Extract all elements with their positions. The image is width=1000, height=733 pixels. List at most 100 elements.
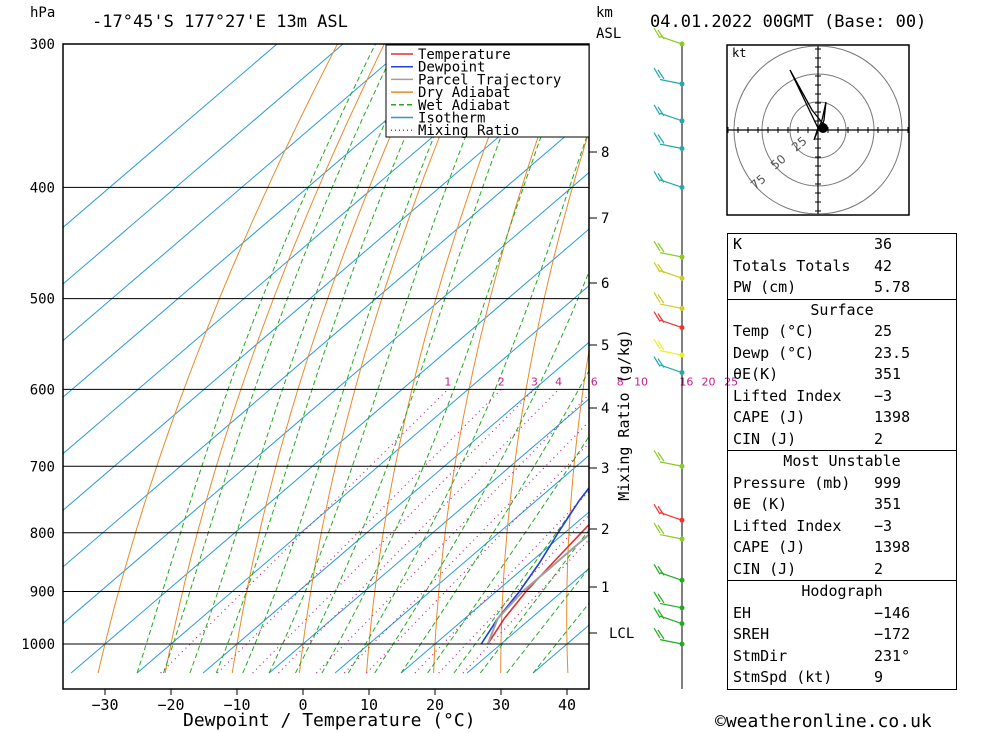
- surface-index-value: 2: [874, 429, 884, 448]
- x-tick-label: 20: [426, 696, 444, 714]
- pressure-unit-label: hPa: [30, 5, 56, 21]
- isotherm-line: [63, 44, 344, 285]
- dry-adiabat-line: [164, 44, 385, 674]
- parcel-trajectory-profile-line: [486, 533, 589, 645]
- wind-barb: [653, 261, 685, 281]
- isotherm-line: [202, 341, 589, 674]
- height-unit-asl: ASL: [596, 26, 622, 42]
- pressure-tick-label: 600: [30, 382, 55, 398]
- wet-adiabat-line: [215, 44, 447, 674]
- most-unstable-index-key: Lifted Index: [733, 516, 842, 535]
- most-unstable-index-row: θE (K) 351: [728, 494, 956, 516]
- wind-barb: [653, 627, 685, 647]
- wind-barb: [653, 292, 685, 311]
- mixing-ratio-value-label: 8: [617, 375, 624, 388]
- isotherm-line: [70, 228, 589, 674]
- wet-adiabat-line: [189, 44, 422, 674]
- dewpoint-profile-line: [480, 486, 589, 645]
- wet-adiabat-line: [136, 44, 377, 674]
- surface-index-key: CAPE (J): [733, 408, 806, 426]
- surface-index-value: 23.5: [874, 343, 911, 362]
- surface-index-key: θE(K): [733, 365, 779, 383]
- wet-adiabat-line: [321, 44, 576, 674]
- mixing-ratio-value-label: 16: [679, 375, 693, 388]
- hodograph-index-key: EH: [733, 603, 752, 622]
- wind-barb: [653, 311, 685, 331]
- isotherm-line: [63, 171, 589, 625]
- legend-entry-label: Isotherm: [418, 111, 485, 127]
- temperature-profile-line: [487, 523, 589, 645]
- location-title: -17°45'S 177°27'E 13m ASL: [92, 12, 348, 32]
- dry-adiabat-line: [566, 347, 589, 674]
- general-index-key: K: [733, 235, 743, 253]
- dry-adiabat-line: [298, 44, 479, 674]
- wet-adiabat-line: [453, 486, 589, 674]
- hodograph-index-key: StmDir: [733, 646, 788, 665]
- height-tick-label: 3: [601, 461, 609, 477]
- surface-index-row: CAPE (J) 1398: [728, 407, 956, 429]
- surface-index-key: Temp (°C): [733, 322, 815, 340]
- x-tick-label: −30: [91, 696, 118, 714]
- x-tick-label: 40: [558, 696, 576, 714]
- mixing-ratio-line: [462, 538, 589, 674]
- mixing-ratio-line: [315, 393, 589, 674]
- general-index-value: 42: [874, 256, 893, 275]
- height-tick-label: 6: [601, 276, 609, 292]
- wind-barb: [653, 104, 685, 124]
- indices-table: K 36 Totals Totals 42 PW (cm) 5.78 Surface Te…: [727, 233, 957, 690]
- most-unstable-index-value: −3: [874, 516, 893, 535]
- mixing-ratio-value-label: 3: [531, 375, 538, 388]
- mixing-ratio-line: [343, 420, 589, 674]
- hodograph-index-row: StmSpd (kt) 9: [728, 667, 956, 689]
- wind-barb: [653, 27, 685, 47]
- surface-index-row: Lifted Index −3: [728, 386, 956, 408]
- x-axis-title: Dewpoint / Temperature (°C): [183, 710, 476, 731]
- pressure-tick-label: 800: [30, 526, 55, 542]
- mixing-ratio-value-label: 4: [555, 375, 562, 388]
- hodograph-index-key: StmSpd (kt): [733, 668, 833, 686]
- wind-barb: [653, 132, 685, 152]
- general-index-row: K 36: [728, 234, 956, 256]
- mixing-ratio-axis-title: Mixing Ratio (g/kg): [615, 329, 633, 501]
- most-unstable-index-key: Pressure (mb): [733, 473, 851, 492]
- copyright[interactable]: ©weatheronline.co.uk: [715, 711, 932, 732]
- dry-adiabat-line: [231, 44, 432, 674]
- datetime-title: 04.01.2022 00GMT (Base: 00): [650, 12, 927, 32]
- surface-index-value: 25: [874, 322, 893, 340]
- mixing-ratio-line: [160, 389, 449, 674]
- most-unstable-index-value: 999: [874, 473, 902, 492]
- most-unstable-section: Most Unstable Pressure (mb) 999 θE (K) 351 L…: [728, 450, 956, 580]
- most-unstable-title: Most Unstable: [783, 452, 901, 470]
- x-tick-label: 30: [492, 696, 510, 714]
- general-index-row: Totals Totals 42: [728, 256, 956, 278]
- most-unstable-index-key: CAPE (J): [733, 538, 806, 556]
- pressure-tick-label: 1000: [21, 637, 55, 653]
- pressure-tick-label: 400: [30, 180, 55, 196]
- hodograph-index-value: −172: [874, 625, 911, 643]
- pressure-tick-label: 500: [30, 292, 55, 308]
- hodograph-index-value: 231°: [874, 646, 911, 665]
- surface-title: Surface: [810, 300, 874, 319]
- wet-adiabat-line: [532, 602, 589, 674]
- surface-index-key: Dewp (°C): [733, 343, 815, 362]
- wind-barb: [653, 503, 685, 523]
- wet-adiabat-line: [242, 44, 474, 674]
- dry-adiabat-line: [631, 10, 723, 673]
- most-unstable-index-row: CAPE (J) 1398: [728, 537, 956, 559]
- surface-index-value: −3: [874, 386, 893, 405]
- wet-adiabat-line: [295, 44, 538, 674]
- legend-entry-label: Dewpoint: [418, 60, 485, 76]
- general-index-value: 5.78: [874, 278, 911, 296]
- hodograph-title: Hodograph: [801, 582, 883, 600]
- isotherm-line: [334, 454, 589, 674]
- dry-adiabat-line: [366, 44, 526, 674]
- height-tick-label: LCL: [609, 626, 634, 642]
- wet-adiabat-line: [163, 44, 399, 674]
- wet-adiabat-line: [506, 567, 589, 674]
- wet-adiabat-line: [479, 529, 589, 674]
- wind-barb: [653, 67, 685, 87]
- x-tick-label: 0: [298, 696, 307, 714]
- most-unstable-index-key: CIN (J): [733, 559, 797, 578]
- general-indices: K 36 Totals Totals 42 PW (cm) 5.78: [728, 234, 956, 299]
